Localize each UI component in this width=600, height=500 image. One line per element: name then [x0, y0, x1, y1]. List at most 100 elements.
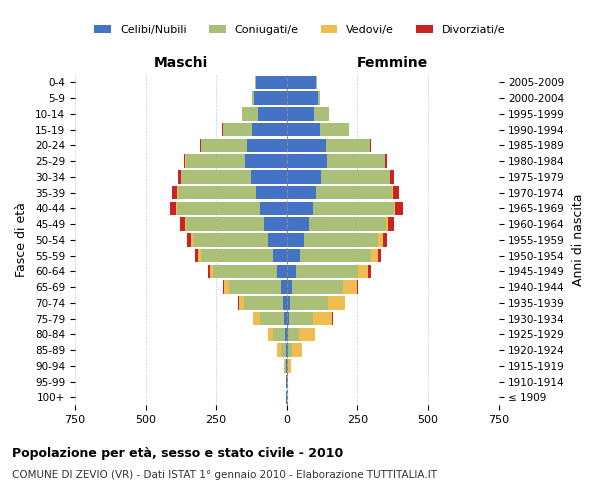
Bar — [287, 280, 292, 294]
Bar — [247, 138, 287, 152]
Bar — [200, 249, 272, 262]
Bar — [244, 296, 283, 310]
Bar — [371, 249, 378, 262]
Bar — [370, 138, 371, 152]
Bar — [287, 107, 314, 120]
Bar — [258, 107, 287, 120]
Bar — [287, 233, 304, 246]
Bar — [170, 202, 176, 215]
Bar — [268, 233, 287, 246]
Bar — [193, 233, 268, 246]
Bar — [187, 233, 191, 246]
Bar — [287, 170, 321, 183]
Bar — [289, 359, 291, 372]
Bar — [283, 296, 287, 310]
Bar — [272, 249, 287, 262]
Bar — [357, 280, 358, 294]
Bar — [223, 123, 252, 136]
Bar — [319, 92, 320, 105]
Bar — [287, 138, 326, 152]
Bar — [200, 138, 201, 152]
Bar — [287, 375, 289, 388]
Bar — [256, 76, 287, 89]
Bar — [285, 359, 286, 372]
Bar — [287, 76, 316, 89]
Bar — [296, 264, 358, 278]
Bar — [287, 154, 327, 168]
Bar — [393, 186, 398, 200]
Bar — [316, 186, 392, 200]
Bar — [378, 233, 383, 246]
Bar — [320, 123, 349, 136]
Bar — [181, 170, 251, 183]
Bar — [287, 123, 320, 136]
Text: COMUNE DI ZEVIO (VR) - Dati ISTAT 1° gennaio 2010 - Elaborazione TUTTITALIA.IT: COMUNE DI ZEVIO (VR) - Dati ISTAT 1° gen… — [12, 470, 437, 480]
Bar — [255, 76, 256, 89]
Legend: Celibi/Nubili, Coniugati/e, Vedovi/e, Divorziati/e: Celibi/Nubili, Coniugati/e, Vedovi/e, Di… — [90, 20, 510, 40]
Bar — [287, 92, 319, 105]
Bar — [301, 249, 371, 262]
Text: Popolazione per età, sesso e stato civile - 2010: Popolazione per età, sesso e stato civil… — [12, 448, 343, 460]
Bar — [186, 218, 263, 231]
Bar — [284, 359, 285, 372]
Bar — [252, 92, 254, 105]
Bar — [287, 186, 316, 200]
Bar — [191, 233, 193, 246]
Bar — [287, 249, 301, 262]
Bar — [286, 344, 287, 357]
Bar — [198, 249, 200, 262]
Bar — [260, 202, 287, 215]
Bar — [385, 154, 388, 168]
Bar — [314, 107, 329, 120]
Bar — [287, 202, 313, 215]
Bar — [195, 249, 198, 262]
Bar — [224, 280, 229, 294]
Bar — [229, 280, 281, 294]
Bar — [223, 280, 224, 294]
Bar — [313, 312, 332, 326]
Bar — [321, 170, 389, 183]
Bar — [313, 202, 394, 215]
Bar — [392, 186, 393, 200]
Bar — [288, 328, 299, 341]
Bar — [287, 328, 288, 341]
Bar — [383, 233, 388, 246]
Bar — [184, 154, 185, 168]
Bar — [327, 154, 385, 168]
Bar — [394, 202, 395, 215]
Bar — [292, 344, 302, 357]
Bar — [292, 280, 343, 294]
Bar — [281, 344, 286, 357]
Bar — [253, 312, 260, 326]
Bar — [178, 170, 181, 183]
Bar — [287, 264, 296, 278]
Bar — [284, 312, 287, 326]
Bar — [287, 218, 310, 231]
Bar — [326, 138, 370, 152]
Bar — [185, 154, 245, 168]
Bar — [176, 202, 260, 215]
Bar — [208, 264, 209, 278]
Bar — [239, 296, 244, 310]
Bar — [344, 296, 346, 310]
Text: Femmine: Femmine — [357, 56, 428, 70]
Bar — [209, 264, 214, 278]
Bar — [277, 344, 281, 357]
Y-axis label: Anni di nascita: Anni di nascita — [572, 194, 585, 286]
Bar — [343, 280, 357, 294]
Bar — [254, 92, 287, 105]
Bar — [290, 296, 328, 310]
Bar — [299, 328, 315, 341]
Bar — [251, 170, 287, 183]
Bar — [328, 296, 344, 310]
Bar — [388, 218, 394, 231]
Bar — [242, 107, 258, 120]
Bar — [252, 123, 287, 136]
Bar — [386, 218, 388, 231]
Bar — [263, 218, 287, 231]
Bar — [378, 249, 382, 262]
Bar — [245, 154, 287, 168]
Bar — [277, 264, 287, 278]
Bar — [287, 344, 292, 357]
Bar — [368, 264, 371, 278]
